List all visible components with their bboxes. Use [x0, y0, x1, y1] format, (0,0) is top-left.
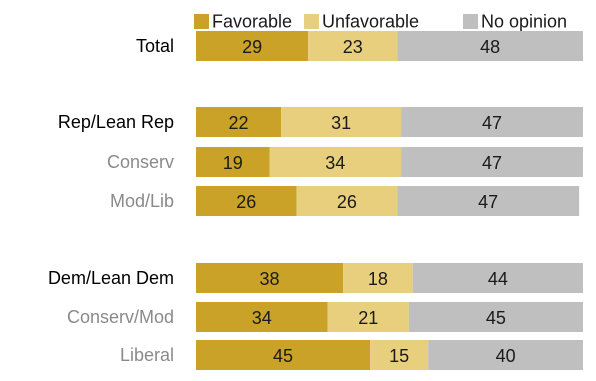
- bar-segment-no-opinion: [397, 186, 580, 216]
- data-label: 47: [482, 113, 502, 133]
- chart-rows: Total 29 23 48 Rep/Lean Rep 22 31 47 Conserv 19 34…: [48, 31, 583, 370]
- bar-segment-no-opinion: [401, 107, 583, 137]
- bar-segment-unfavorable: [327, 302, 409, 332]
- bar-segment-no-opinion: [412, 263, 583, 293]
- data-label: 26: [337, 192, 357, 212]
- data-label: 29: [242, 37, 262, 57]
- bar-segment-favorable: [196, 147, 270, 177]
- bar-segment-unfavorable: [281, 107, 402, 137]
- chart-row: Dem/Lean Dem 38 18 44: [48, 263, 583, 293]
- legend: Favorable Unfavorable No opinion: [194, 12, 567, 32]
- legend-swatch-0: [194, 14, 209, 29]
- category-label: Dem/Lean Dem: [48, 268, 174, 288]
- data-label: 15: [389, 346, 409, 366]
- bar-segment-favorable: [196, 263, 344, 293]
- data-label: 18: [368, 269, 388, 289]
- category-label: Conserv/Mod: [67, 307, 174, 327]
- bar-segment-no-opinion: [408, 302, 583, 332]
- bar-segment-no-opinion: [397, 31, 583, 61]
- chart-row: Mod/Lib 26 26 47: [110, 186, 580, 216]
- data-label: 22: [229, 113, 249, 133]
- data-label: 44: [488, 269, 508, 289]
- data-label: 34: [325, 153, 345, 173]
- bar-segment-favorable: [196, 340, 371, 370]
- bar-segment-unfavorable: [370, 340, 429, 370]
- chart-row: Rep/Lean Rep 22 31 47: [58, 107, 583, 137]
- bar-segment-unfavorable: [296, 186, 398, 216]
- bar-segment-favorable: [196, 186, 297, 216]
- category-label: Liberal: [120, 345, 174, 365]
- data-label: 34: [252, 308, 272, 328]
- bar-segment-unfavorable: [269, 147, 402, 177]
- data-label: 45: [486, 308, 506, 328]
- legend-swatch-1: [304, 14, 319, 29]
- chart-row: Conserv/Mod 34 21 45: [67, 302, 583, 332]
- category-label: Mod/Lib: [110, 191, 174, 211]
- legend-label-2: No opinion: [481, 12, 567, 32]
- chart-row: Conserv 19 34 47: [107, 147, 583, 177]
- data-label: 19: [223, 153, 243, 173]
- category-label: Rep/Lean Rep: [58, 112, 174, 132]
- bar-segment-no-opinion: [428, 340, 583, 370]
- data-label: 47: [478, 192, 498, 212]
- bar-segment-no-opinion: [401, 147, 583, 177]
- data-label: 47: [482, 153, 502, 173]
- bar-segment-favorable: [196, 31, 309, 61]
- bar-segment-unfavorable: [343, 263, 413, 293]
- chart-row: Total 29 23 48: [136, 31, 583, 61]
- data-label: 23: [343, 37, 363, 57]
- data-label: 48: [480, 37, 500, 57]
- data-label: 40: [496, 346, 516, 366]
- legend-swatch-2: [463, 14, 478, 29]
- bar-segment-favorable: [196, 107, 282, 137]
- category-label: Total: [136, 36, 174, 56]
- bar-segment-favorable: [196, 302, 328, 332]
- bar-segment-unfavorable: [308, 31, 398, 61]
- chart-row: Liberal 45 15 40: [120, 340, 583, 370]
- data-label: 21: [358, 308, 378, 328]
- data-label: 31: [331, 113, 351, 133]
- data-label: 38: [260, 269, 280, 289]
- legend-label-0: Favorable: [212, 12, 292, 32]
- data-label: 26: [236, 192, 256, 212]
- data-label: 45: [273, 346, 293, 366]
- category-label: Conserv: [107, 152, 174, 172]
- legend-label-1: Unfavorable: [322, 12, 419, 32]
